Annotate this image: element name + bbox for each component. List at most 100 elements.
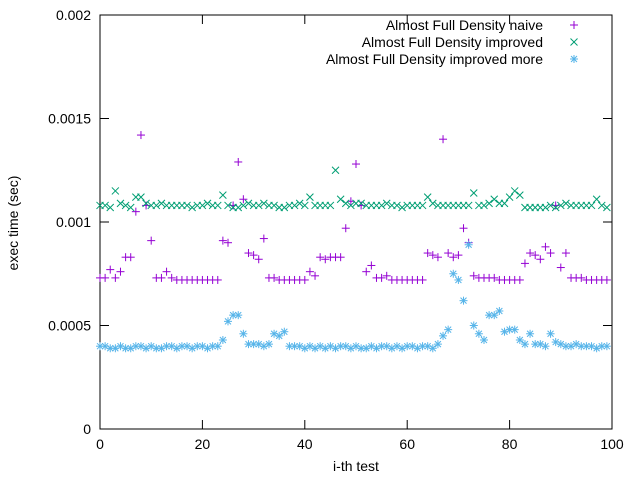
data-point <box>546 329 555 338</box>
data-point <box>270 201 278 210</box>
data-point <box>398 203 406 212</box>
data-point <box>111 273 120 282</box>
data-point <box>136 131 145 140</box>
data-point <box>300 201 309 210</box>
data-point <box>561 249 570 258</box>
data-point <box>515 335 524 344</box>
data-point <box>510 187 519 195</box>
data-point <box>116 267 125 276</box>
data-point <box>490 311 499 320</box>
data-point <box>418 201 427 210</box>
data-point <box>290 342 299 351</box>
data-point <box>137 193 145 202</box>
data-point <box>126 253 135 262</box>
data-point <box>597 201 606 210</box>
data-point <box>423 193 432 202</box>
data-point <box>587 201 596 210</box>
data-point <box>198 201 207 210</box>
data-point <box>316 253 325 262</box>
data-point <box>219 191 227 199</box>
data-point <box>203 199 212 208</box>
data-point <box>305 267 314 276</box>
data-point <box>224 238 232 247</box>
x-tick-label: 100 <box>600 436 624 452</box>
data-point <box>218 335 227 344</box>
data-point <box>106 265 115 274</box>
data-point <box>418 275 427 284</box>
data-point <box>311 271 320 280</box>
data-point <box>244 249 253 258</box>
data-point <box>234 203 243 212</box>
data-point <box>259 234 268 243</box>
data-point <box>505 193 514 202</box>
data-point <box>495 307 504 316</box>
data-point <box>562 199 570 208</box>
data-point <box>469 271 478 280</box>
data-point <box>121 201 130 210</box>
data-point <box>213 342 222 351</box>
data-point <box>157 273 166 282</box>
data-point <box>336 195 345 204</box>
data-point <box>224 317 232 326</box>
data-point <box>382 199 391 208</box>
legend-label: Almost Full Density improved more <box>326 51 543 67</box>
data-point <box>162 267 171 276</box>
data-point <box>526 329 535 338</box>
data-point <box>208 342 217 351</box>
data-point <box>183 201 191 210</box>
data-point <box>439 331 448 340</box>
data-point <box>167 273 176 282</box>
data-point <box>239 329 248 338</box>
data-point <box>326 201 335 210</box>
data-point <box>162 342 171 351</box>
data-point <box>556 340 565 349</box>
data-point <box>454 251 463 260</box>
data-point <box>352 160 360 169</box>
x-tick-label: 80 <box>502 436 518 452</box>
y-tick-label: 0.0015 <box>48 111 91 127</box>
data-point <box>439 135 448 144</box>
legend-label: Almost Full Density naive <box>386 17 543 33</box>
legend: Almost Full Density naive Almost Full Den… <box>326 17 578 67</box>
data-point <box>428 199 437 208</box>
data-point <box>101 201 109 210</box>
data-point <box>561 342 570 351</box>
data-point <box>147 236 156 245</box>
data-point <box>469 189 478 197</box>
data-point <box>480 335 488 344</box>
series-improved <box>96 166 611 212</box>
y-tick-label: 0 <box>83 421 91 437</box>
data-point <box>341 224 350 233</box>
data-point <box>224 201 232 210</box>
data-point <box>326 342 335 351</box>
data-point <box>423 249 432 258</box>
data-point <box>285 342 294 351</box>
data-point <box>510 325 519 334</box>
data-point <box>357 199 365 208</box>
data-point <box>126 203 135 212</box>
data-point <box>382 271 391 280</box>
data-point <box>111 344 120 353</box>
data-series <box>96 131 611 353</box>
data-point <box>275 331 284 340</box>
data-point <box>577 342 586 351</box>
data-point <box>449 269 458 278</box>
data-point <box>464 240 473 249</box>
data-point <box>556 201 565 210</box>
data-point <box>280 327 289 336</box>
data-point <box>244 199 253 208</box>
series-improved-more <box>96 240 611 353</box>
data-point <box>444 249 453 258</box>
x-tick-label: 40 <box>297 436 313 452</box>
data-point <box>520 340 529 349</box>
data-point <box>280 203 289 212</box>
legend-marker <box>570 21 578 29</box>
data-point <box>480 201 488 210</box>
data-point <box>531 251 540 260</box>
data-point <box>213 275 222 284</box>
series-naive <box>96 131 611 284</box>
data-point <box>101 273 110 282</box>
data-point <box>234 311 243 320</box>
data-point <box>116 199 125 208</box>
data-point <box>459 296 468 305</box>
